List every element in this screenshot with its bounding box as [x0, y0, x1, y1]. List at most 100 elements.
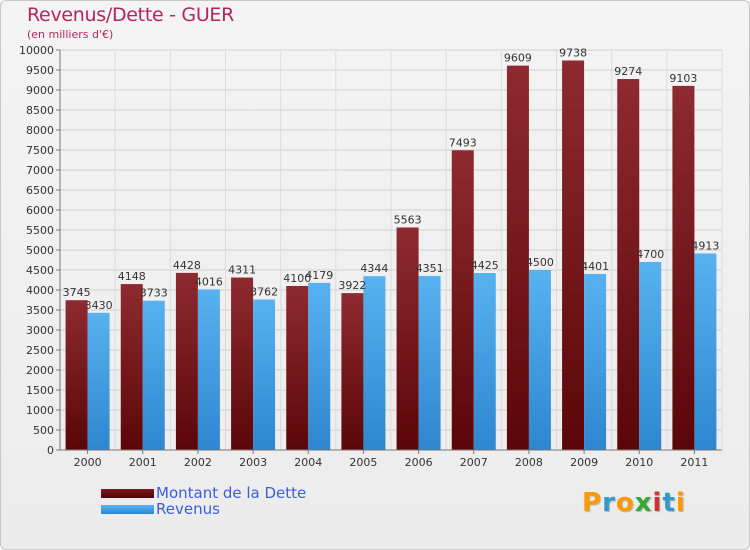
- bar-debt-2005: [341, 293, 364, 450]
- bar-revenus-2002: [197, 289, 220, 450]
- bar-revenus-2008: [528, 270, 551, 450]
- y-tick-label: 5500: [26, 224, 54, 237]
- y-tick-label: 7000: [26, 164, 54, 177]
- bar-revenus-2001: [142, 300, 165, 450]
- value-label-revenus-2006: 4351: [416, 262, 444, 275]
- bar-revenus-2005: [363, 276, 386, 450]
- y-axis: 0 500 1000 1500 2000 2500 3000 3500 4000 4500 5000…: [19, 44, 61, 457]
- y-tick-label: 5000: [26, 244, 54, 257]
- bar-debt-2006: [396, 227, 419, 450]
- value-label-debt-2011: 9103: [669, 72, 697, 85]
- legend-swatch-revenus: [101, 505, 154, 514]
- x-tick-label-2005: 2005: [349, 456, 377, 469]
- logo-letter: t: [662, 488, 676, 518]
- logo-letter: P: [582, 488, 603, 518]
- x-tick-label-2009: 2009: [570, 456, 598, 469]
- bar-debt-2002: [175, 272, 198, 450]
- y-tick-label: 0: [47, 444, 54, 457]
- bar-debt-2007: [451, 150, 474, 450]
- bar-debt-2000: [65, 300, 88, 450]
- value-label-revenus-2009: 4401: [581, 260, 609, 273]
- value-label-revenus-2001: 3733: [140, 287, 168, 300]
- value-label-debt-2008: 9609: [504, 52, 532, 65]
- bar-debt-2001: [120, 284, 143, 450]
- bar-debt-2010: [617, 79, 640, 450]
- bar-revenus-2007: [473, 273, 496, 450]
- legend-label-revenus: Revenus: [156, 500, 220, 518]
- logo-letter: o: [615, 488, 635, 518]
- bar-revenus-2009: [584, 273, 607, 450]
- bar-revenus-2010: [639, 262, 662, 450]
- legend-swatch-debt: [101, 489, 154, 498]
- logo-letter: x: [634, 488, 653, 518]
- x-tick-label-2001: 2001: [129, 456, 157, 469]
- x-tick-label-2004: 2004: [294, 456, 322, 469]
- y-tick-label: 9500: [26, 64, 54, 77]
- logo-letter: i: [652, 488, 663, 518]
- y-tick-label: 8000: [26, 124, 54, 137]
- y-tick-label: 7500: [26, 144, 54, 157]
- y-tick-label: 500: [33, 424, 54, 437]
- value-label-debt-2000: 3745: [63, 286, 91, 299]
- bar-revenus-2000: [87, 312, 110, 450]
- y-tick-label: 9000: [26, 84, 54, 97]
- value-label-debt-2007: 7493: [449, 136, 477, 149]
- value-label-revenus-2010: 4700: [636, 248, 664, 261]
- y-tick-label: 4500: [26, 264, 54, 277]
- logo-letter: r: [602, 488, 616, 518]
- x-axis: 2000 2001 2002 2003 2004 2005 2006 2007 2008 2009…: [60, 449, 722, 469]
- x-tick-label-2000: 2000: [74, 456, 102, 469]
- value-label-debt-2006: 5563: [394, 213, 422, 226]
- value-label-revenus-2002: 4016: [195, 275, 223, 288]
- y-tick-label: 1000: [26, 404, 54, 417]
- value-label-debt-2002: 4428: [173, 259, 201, 272]
- bar-debt-2003: [231, 277, 254, 450]
- x-tick-label-2007: 2007: [460, 456, 488, 469]
- value-label-debt-2010: 9274: [614, 65, 642, 78]
- grid-lines: [59, 49, 723, 451]
- value-label-revenus-2008: 4500: [526, 256, 554, 269]
- value-label-debt-2003: 4311: [228, 264, 256, 277]
- y-tick-label: 6000: [26, 204, 54, 217]
- logo-letter: i: [675, 488, 686, 518]
- value-label-revenus-2011: 4913: [691, 239, 719, 252]
- bar-revenus-2004: [308, 282, 331, 450]
- value-label-revenus-2003: 3762: [250, 286, 278, 299]
- x-tick-label-2008: 2008: [515, 456, 543, 469]
- y-tick-label: 2500: [26, 344, 54, 357]
- y-tick-label: 3000: [26, 324, 54, 337]
- y-tick-label: 10000: [19, 44, 54, 57]
- x-tick-label-2002: 2002: [184, 456, 212, 469]
- value-label-debt-2001: 4148: [118, 270, 146, 283]
- bar-debt-2011: [672, 85, 695, 450]
- x-tick-label-2011: 2011: [680, 456, 708, 469]
- y-tick-label: 6500: [26, 184, 54, 197]
- x-tick-label-2010: 2010: [625, 456, 653, 469]
- value-label-debt-2009: 9738: [559, 46, 587, 59]
- value-label-revenus-2007: 4425: [471, 259, 499, 272]
- chart-subtitle: (en milliers d'€): [27, 28, 114, 41]
- proxiti-logo: Proxiti: [582, 488, 686, 518]
- x-tick-label-2003: 2003: [239, 456, 267, 469]
- y-tick-label: 8500: [26, 104, 54, 117]
- y-tick-label: 4000: [26, 284, 54, 297]
- bar-debt-2008: [506, 65, 529, 450]
- bar-revenus-2003: [253, 299, 276, 450]
- chart-title: Revenus/Dette - GUER: [27, 4, 235, 26]
- bar-debt-2004: [286, 286, 309, 450]
- value-label-revenus-2000: 3430: [85, 299, 113, 312]
- x-tick-label-2006: 2006: [405, 456, 433, 469]
- y-tick-label: 3500: [26, 304, 54, 317]
- y-tick-label: 1500: [26, 384, 54, 397]
- bar-revenus-2006: [418, 275, 441, 450]
- value-label-debt-2005: 3922: [338, 279, 366, 292]
- y-tick-label: 2000: [26, 364, 54, 377]
- bar-debt-2009: [562, 60, 585, 450]
- bar-revenus-2011: [694, 253, 717, 450]
- legend-label-debt: Montant de la Dette: [156, 484, 307, 502]
- bars: [65, 60, 717, 450]
- value-label-revenus-2004: 4179: [305, 269, 333, 282]
- value-label-revenus-2005: 4344: [360, 262, 388, 275]
